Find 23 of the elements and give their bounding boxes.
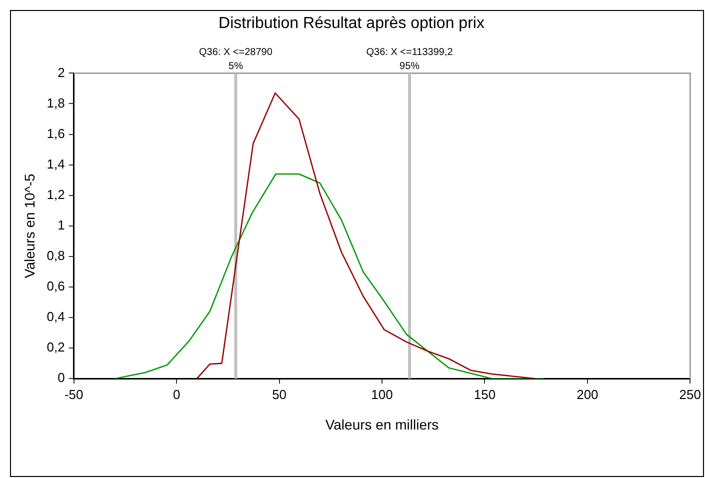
x-axis-title: Valeurs en milliers — [325, 416, 439, 432]
chart-title: Distribution Résultat après option prix — [218, 15, 484, 32]
y-tick-label: 1,6 — [46, 126, 65, 141]
y-tick-label: 0,2 — [46, 340, 65, 355]
x-tick-label: 0 — [172, 386, 180, 402]
y-tick-label: 1 — [58, 217, 65, 232]
y-tick-label: 2 — [58, 64, 65, 80]
y-tick-label: 1,8 — [46, 95, 65, 110]
y-tick-label: 0,8 — [46, 248, 65, 264]
ref-line-label: Q36: X <=28790 5% — [199, 46, 273, 72]
x-tick-label: 100 — [371, 386, 393, 402]
y-tick-label: 1,2 — [46, 186, 65, 202]
y-tick-label: 0,4 — [46, 309, 65, 324]
x-tick-label: 50 — [272, 386, 287, 402]
y-tick-label: 0 — [58, 370, 65, 386]
y-tick-label: 1,4 — [46, 156, 65, 172]
x-tick-label: -50 — [64, 386, 84, 402]
ref-line-label: Q36: X <=113399,2 95% — [366, 46, 454, 72]
x-tick-label: 150 — [474, 386, 496, 402]
x-tick-label: 250 — [679, 386, 702, 402]
y-tick-label: 0,6 — [46, 278, 65, 294]
y-axis-title: Valeurs en 10^-5 — [21, 174, 38, 278]
x-tick-label: 200 — [576, 386, 598, 402]
